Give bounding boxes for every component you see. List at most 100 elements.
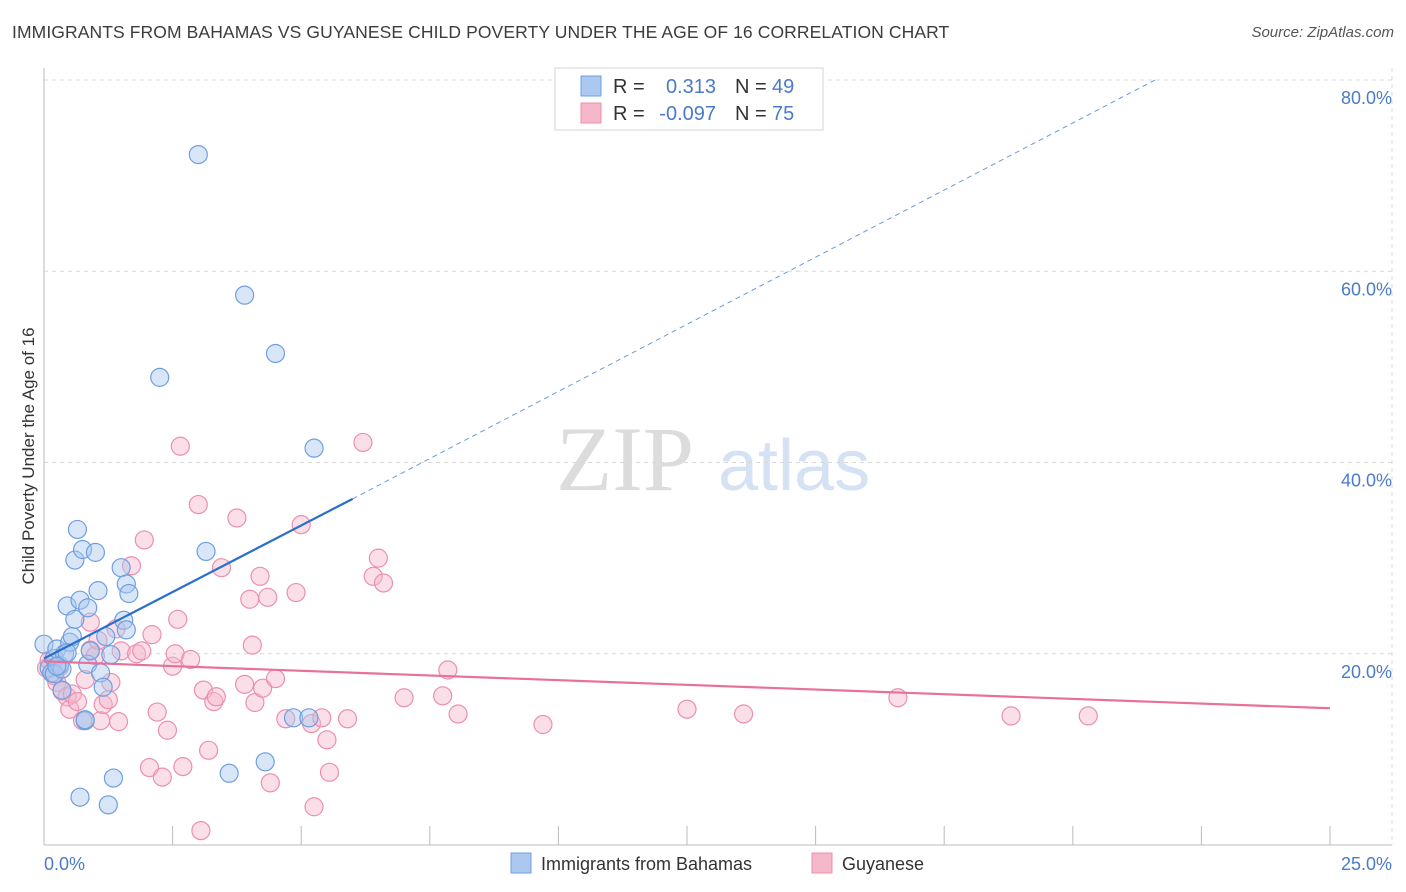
guyanese-point bbox=[677, 699, 697, 719]
legend-n-value-1: 49 bbox=[772, 76, 794, 98]
bahamas-point bbox=[70, 787, 90, 807]
bottom-legend-label-bahamas: Immigrants from Bahamas bbox=[541, 854, 752, 874]
x-tick-label-min: 0.0% bbox=[44, 854, 85, 874]
guyanese-point bbox=[80, 612, 100, 632]
bahamas-point bbox=[78, 598, 98, 618]
guyanese-point bbox=[240, 589, 260, 609]
guyanese-trend-line bbox=[43, 660, 1331, 710]
legend-r-label-2: R = bbox=[613, 103, 645, 125]
guyanese-point bbox=[319, 762, 340, 782]
guyanese-point bbox=[67, 691, 88, 712]
guyanese-point bbox=[433, 686, 453, 706]
bottom-legend-swatch-bahamas bbox=[510, 852, 532, 874]
bahamas-point bbox=[116, 620, 136, 640]
guyanese-point bbox=[368, 548, 388, 568]
guyanese-point bbox=[265, 669, 286, 689]
gridlines bbox=[44, 68, 1393, 845]
guyanese-point bbox=[139, 757, 160, 778]
guyanese-point bbox=[134, 530, 154, 550]
bottom-legend-swatch-guyanese bbox=[811, 852, 833, 874]
bahamas-point bbox=[52, 680, 72, 700]
bottom-legend-label-guyanese: Guyanese bbox=[842, 854, 924, 874]
bahamas-point bbox=[65, 550, 85, 570]
guyanese-point bbox=[337, 709, 358, 729]
bahamas-point bbox=[80, 641, 100, 661]
legend-n-label-1: N = bbox=[735, 76, 767, 98]
guyanese-point bbox=[147, 702, 167, 722]
bahamas-point bbox=[283, 708, 304, 728]
bahamas-point bbox=[67, 519, 88, 540]
y-tick-label: 60.0% bbox=[1341, 279, 1392, 299]
legend-r-value-1: 0.313 bbox=[666, 76, 716, 98]
bahamas-point bbox=[93, 677, 113, 697]
guyanese-point bbox=[132, 641, 152, 661]
guyanese-point bbox=[533, 714, 553, 735]
guyanese-point bbox=[152, 767, 172, 787]
bahamas-point bbox=[103, 768, 124, 788]
bahamas-point bbox=[188, 144, 208, 165]
guyanese-point bbox=[142, 625, 162, 645]
bahamas-trend-line bbox=[43, 497, 354, 660]
guyanese-point bbox=[242, 635, 262, 655]
bahamas-point bbox=[235, 285, 255, 305]
y-tick-labels: 20.0% 40.0% 60.0% 80.0% bbox=[1341, 88, 1392, 682]
y-tick-label: 20.0% bbox=[1341, 662, 1392, 682]
bahamas-point bbox=[34, 634, 54, 654]
guyanese-point bbox=[199, 740, 219, 760]
bahamas-trend-extension bbox=[352, 79, 1156, 500]
guyanese-point bbox=[126, 644, 147, 664]
y-axis-label: Child Poverty Under the Age of 16 bbox=[19, 327, 38, 584]
bahamas-point bbox=[47, 656, 67, 676]
bahamas-point bbox=[98, 795, 118, 815]
series-legend: Immigrants from Bahamas Guyanese bbox=[510, 852, 924, 874]
bahamas-point bbox=[70, 590, 90, 610]
bahamas-point bbox=[304, 438, 324, 458]
guyanese-point bbox=[157, 720, 178, 740]
watermark-atlas: atlas bbox=[718, 426, 870, 506]
guyanese-point bbox=[733, 704, 754, 724]
guyanese-point bbox=[448, 704, 468, 724]
guyanese-point bbox=[276, 709, 296, 729]
guyanese-point bbox=[235, 674, 255, 694]
bahamas-point bbox=[150, 367, 170, 387]
guyanese-point bbox=[438, 660, 458, 680]
guyanese-point bbox=[168, 609, 188, 629]
guyanese-point bbox=[173, 756, 193, 777]
guyanese-point bbox=[304, 797, 324, 817]
stats-legend: R = 0.313 N = 49 R = -0.097 N = 75 bbox=[554, 67, 824, 131]
guyanese-point bbox=[227, 508, 247, 528]
axes bbox=[43, 68, 1392, 846]
chart-source: Source: ZipAtlas.com bbox=[1251, 24, 1394, 41]
guyanese-point bbox=[111, 641, 131, 661]
bahamas-point bbox=[299, 708, 319, 728]
bahamas-point bbox=[265, 343, 286, 364]
guyanese-point bbox=[108, 712, 129, 732]
guyanese-point bbox=[188, 494, 208, 515]
guyanese-point bbox=[253, 678, 273, 698]
bahamas-point bbox=[101, 645, 121, 665]
guyanese-point bbox=[250, 566, 270, 586]
guyanese-point bbox=[1078, 706, 1098, 726]
bahamas-point bbox=[75, 710, 95, 730]
guyanese-point bbox=[394, 688, 414, 708]
x-tick-label-max: 25.0% bbox=[1341, 854, 1392, 874]
guyanese-point bbox=[1001, 706, 1021, 726]
bahamas-point bbox=[88, 581, 108, 601]
bahamas-point bbox=[85, 542, 106, 562]
guyanese-points bbox=[36, 432, 1098, 841]
guyanese-point bbox=[170, 436, 190, 456]
guyanese-point bbox=[258, 587, 278, 607]
guyanese-point bbox=[181, 649, 201, 670]
guyanese-point bbox=[260, 773, 280, 793]
chart-title: IMMIGRANTS FROM BAHAMAS VS GUYANESE CHIL… bbox=[12, 22, 950, 42]
legend-swatch-guyanese bbox=[580, 102, 602, 124]
bahamas-point bbox=[255, 752, 275, 772]
bahamas-points bbox=[34, 144, 324, 815]
guyanese-point bbox=[317, 730, 337, 750]
guyanese-point bbox=[206, 687, 226, 707]
guyanese-point bbox=[60, 699, 80, 719]
legend-r-value-2: -0.097 bbox=[659, 103, 716, 125]
trend-lines bbox=[43, 79, 1331, 710]
legend-swatch-bahamas bbox=[580, 75, 602, 97]
